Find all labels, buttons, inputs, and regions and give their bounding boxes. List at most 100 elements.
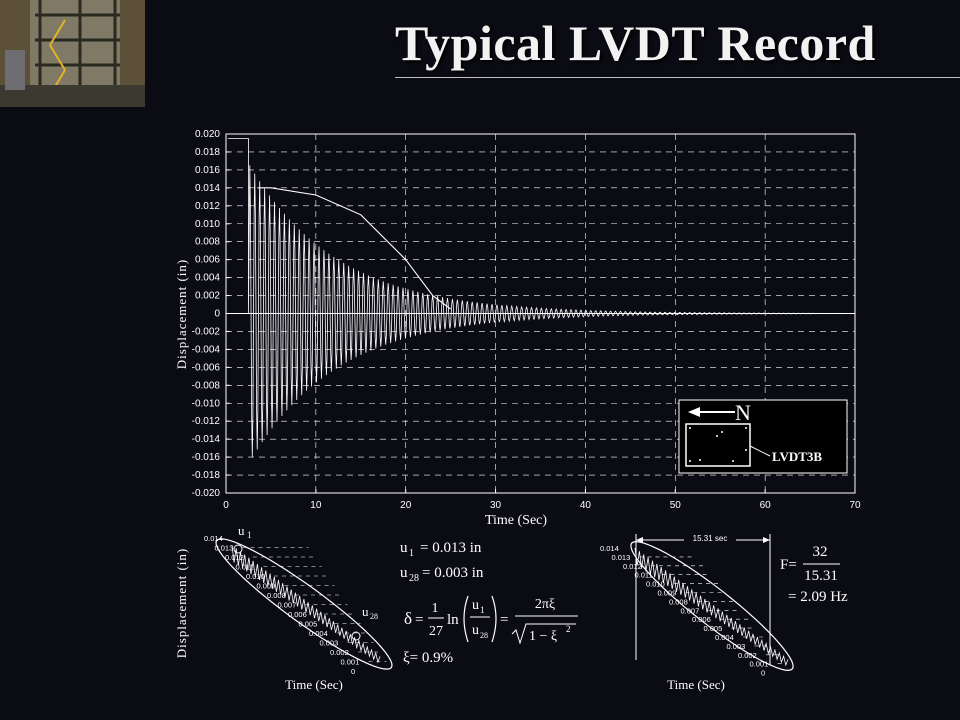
main-y-tick-label: 0.020 bbox=[195, 129, 220, 140]
z2-y-tick-label: 0 bbox=[761, 669, 765, 678]
main-y-ticks: 0.020 0.018 0.016 0.014 0.012 0.010 0.008 0.006… bbox=[192, 129, 230, 499]
main-y-tick-label: 0.004 bbox=[195, 273, 220, 284]
z2-y-tick-label: 0.009 bbox=[658, 589, 677, 598]
sensor-label: LVDT3B bbox=[772, 449, 822, 464]
main-y-tick-label: -0.016 bbox=[192, 452, 221, 463]
sensor-leader-line bbox=[749, 445, 771, 457]
z1-y-tick-label: 0.012 bbox=[225, 553, 244, 562]
main-y-tick-label: -0.010 bbox=[192, 398, 221, 409]
ratio-u28-sub: 28 bbox=[480, 631, 488, 640]
sqrt-square: 2 bbox=[566, 624, 571, 634]
z1-y-tick-label: 0.007 bbox=[278, 601, 297, 610]
zoom1-signal-line bbox=[231, 544, 381, 664]
u1-subscript: 1 bbox=[409, 548, 414, 559]
z1-y-tick-label: 0 bbox=[351, 667, 355, 676]
main-y-tick-label: -0.018 bbox=[192, 470, 221, 481]
u1-symbol: u bbox=[400, 540, 408, 556]
main-y-tick-label: -0.014 bbox=[192, 434, 221, 445]
period-label: 15.31 sec bbox=[693, 534, 728, 543]
freq-numerator: 32 bbox=[813, 544, 828, 560]
period-arrow-right-icon bbox=[763, 537, 770, 543]
main-y-tick-label: -0.006 bbox=[192, 362, 221, 373]
z2-y-tick-label: 0.012 bbox=[623, 562, 642, 571]
main-y-tick-label: -0.008 bbox=[192, 380, 221, 391]
u28-symbol: u bbox=[400, 565, 408, 581]
frac-27: 27 bbox=[429, 624, 443, 639]
xi-result: ξ= 0.9% bbox=[403, 650, 453, 666]
zoom2-envelope-ellipse bbox=[630, 540, 794, 672]
delta-equals: = bbox=[415, 612, 423, 628]
ln-label: ln bbox=[447, 612, 459, 628]
main-y-tick-label: -0.012 bbox=[192, 416, 221, 427]
period-label-bg bbox=[684, 532, 736, 543]
frequency-formula: F= 32 15.31 = 2.09 Hz bbox=[780, 544, 848, 605]
sqrt-icon bbox=[511, 623, 576, 645]
z2-y-tick-label: 0.014 bbox=[600, 544, 619, 553]
main-x-tick-label: 40 bbox=[580, 500, 592, 511]
u28-value: = 0.003 in bbox=[422, 565, 484, 581]
main-y-tick-label: 0.012 bbox=[195, 201, 220, 212]
main-y-tick-label: -0.002 bbox=[192, 326, 221, 337]
main-y-tick-label: 0.014 bbox=[195, 183, 220, 194]
period-arrow-left-icon bbox=[636, 537, 643, 543]
zoom1-u28-marker: u bbox=[362, 604, 369, 619]
zoom1-u28-subscript: 28 bbox=[370, 612, 378, 621]
z1-y-tick-label: 0.011 bbox=[236, 563, 254, 572]
main-y-tick-label: 0.008 bbox=[195, 237, 220, 248]
zoom1-u28-circle bbox=[351, 631, 361, 641]
main-x-tick-label: 60 bbox=[760, 500, 772, 511]
z1-y-tick-label: 0.005 bbox=[299, 620, 318, 629]
zoom1-u1-circle bbox=[233, 544, 243, 554]
main-x-tick-label: 50 bbox=[670, 500, 682, 511]
zoom1-u1-marker: u bbox=[238, 523, 245, 538]
sqrt-term: 1 − ξ bbox=[529, 629, 557, 644]
zoom1-envelope-ellipse bbox=[215, 538, 393, 670]
freq-F-label: F= bbox=[780, 557, 797, 573]
main-y-tick-label: 0.006 bbox=[195, 255, 220, 266]
z2-y-tick-label: 0.006 bbox=[692, 615, 711, 624]
building-photo-sketch bbox=[0, 0, 145, 107]
z1-y-tick-label: 0.002 bbox=[330, 648, 349, 657]
zoom1-grid bbox=[242, 547, 387, 662]
z1-y-tick-label: 0.013 bbox=[215, 544, 234, 553]
zoom2-signal-line bbox=[634, 547, 789, 667]
z2-y-tick-label: 0.001 bbox=[750, 660, 769, 669]
main-y-tick-label: -0.004 bbox=[192, 344, 221, 355]
z2-y-tick-label: 0.003 bbox=[727, 642, 746, 651]
main-x-tick-label: 0 bbox=[223, 500, 229, 511]
freq-result: = 2.09 Hz bbox=[788, 589, 848, 605]
z1-y-tick-label: 0.004 bbox=[309, 629, 328, 638]
sensor-dots-icon bbox=[689, 427, 747, 462]
north-label: N bbox=[735, 400, 751, 425]
z2-y-tick-label: 0.010 bbox=[646, 580, 665, 589]
damping-formulas: u 1 = 0.013 in u 28 = 0.003 in δ = 1 27 … bbox=[400, 540, 578, 666]
z1-y-tick-label: 0.001 bbox=[341, 658, 360, 667]
main-y-tick-label: 0.002 bbox=[195, 291, 220, 302]
frac-one: 1 bbox=[432, 601, 439, 616]
zoom2-grid bbox=[639, 556, 786, 665]
zoom-chart-frequency: 0.0140.0130.0120.0110.0100.0090.0080.007… bbox=[600, 532, 794, 692]
paren-left-icon bbox=[463, 595, 469, 643]
u28-subscript: 28 bbox=[409, 573, 419, 584]
main-y-tick-label: -0.020 bbox=[192, 488, 221, 499]
main-y-tick-label: 0.018 bbox=[195, 147, 220, 158]
ratio-equals: = bbox=[500, 612, 508, 628]
main-x-tick-label: 70 bbox=[849, 500, 861, 511]
slide-title: Typical LVDT Record bbox=[395, 15, 876, 71]
z1-y-tick-label: 0.008 bbox=[267, 591, 286, 600]
ratio-u1-sub: 1 bbox=[480, 605, 485, 615]
delta-symbol: δ bbox=[404, 609, 412, 628]
main-y-tick-label: 0 bbox=[214, 309, 220, 320]
zoom2-x-axis-label: Time (Sec) bbox=[667, 677, 725, 692]
paren-right-icon bbox=[491, 595, 497, 643]
z2-y-tick-label: 0.011 bbox=[635, 571, 653, 580]
ratio-u1: u bbox=[472, 598, 479, 613]
z2-y-tick-label: 0.013 bbox=[612, 553, 631, 562]
freq-denominator: 15.31 bbox=[804, 568, 838, 584]
building-test-photo bbox=[0, 0, 145, 107]
main-y-tick-label: 0.010 bbox=[195, 219, 220, 230]
z1-y-tick-label: 0.014 bbox=[204, 534, 223, 543]
zoom-chart-damping: 0.0140.0130.0120.0110.0100.0090.0080.007… bbox=[174, 523, 393, 692]
main-x-tick-label: 20 bbox=[400, 500, 412, 511]
